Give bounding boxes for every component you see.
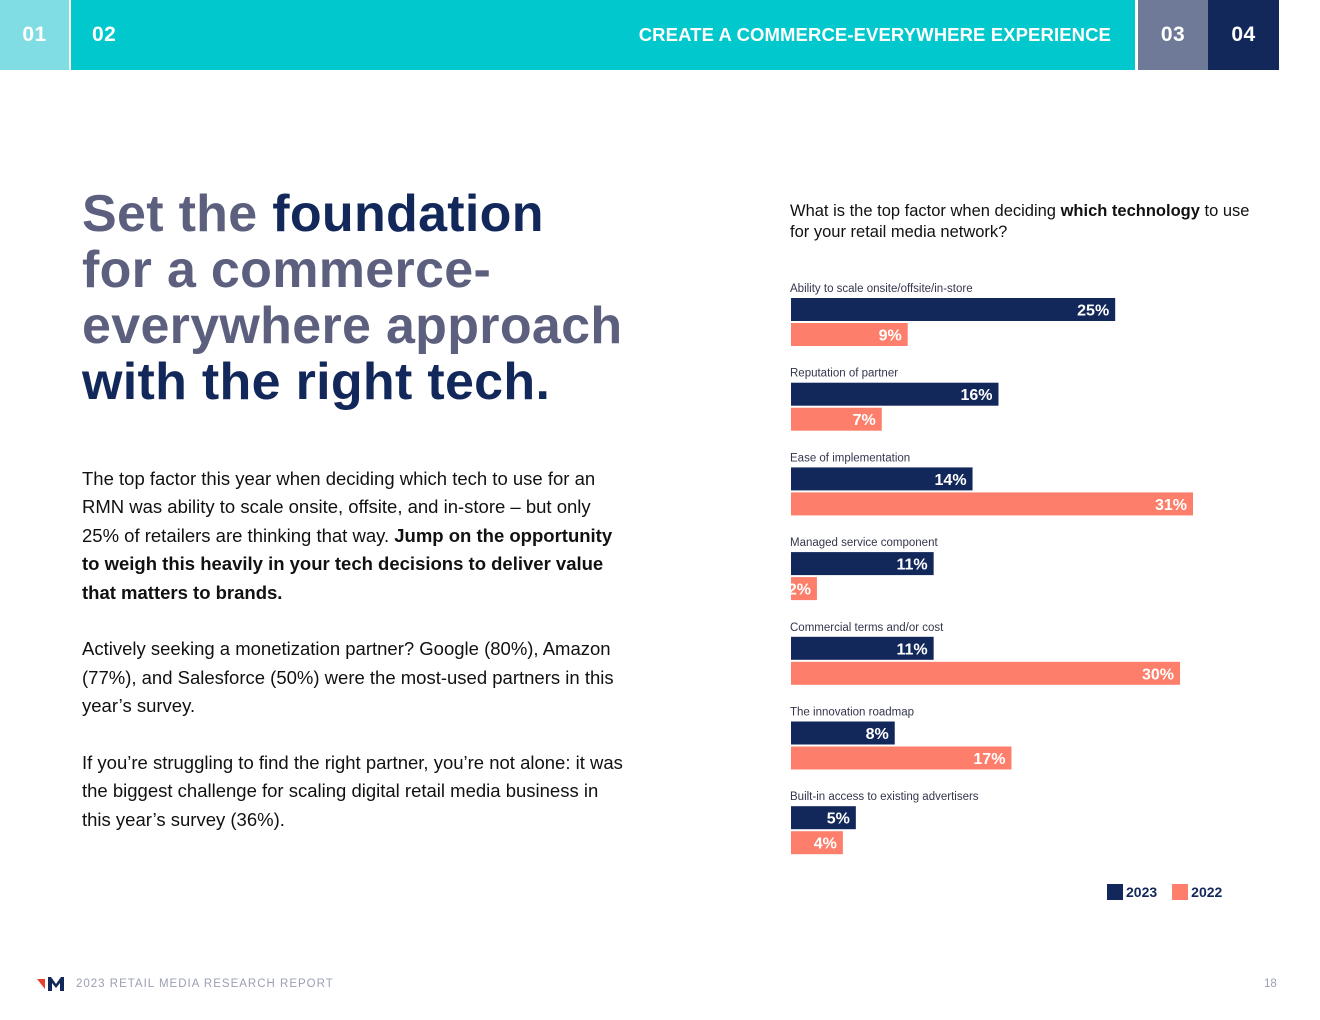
category-4-value-2022: 2%: [790, 582, 811, 599]
category-4-label: Managed service component: [790, 537, 938, 549]
category-3-bar-2023: [791, 467, 973, 491]
category-3-value-2023: 14%: [935, 472, 967, 489]
body-paragraph-2: Actively seeking a monetization partner?…: [82, 638, 614, 717]
category-2-label: Reputation of partner: [790, 368, 898, 380]
legend-label-2022: 2022: [1191, 884, 1223, 900]
body-paragraph-1-text: The top factor this year when deciding w…: [82, 468, 596, 546]
category-7-bar-2022: [791, 831, 843, 855]
category-1-bar-2023: [791, 298, 1116, 321]
tab-01[interactable]: 01: [0, 0, 69, 70]
category-2-value-2022: 7%: [853, 412, 876, 429]
section-title: CREATE A COMMERCE-EVERYWHERE EXPERIENCE: [638, 24, 1111, 45]
category-5-bar-2023: [791, 636, 934, 660]
category-5-bar-2022: [791, 661, 1181, 685]
category-7-label: Built-in access to existing advertisers: [790, 791, 979, 803]
category-1-value-2022: 9%: [879, 328, 902, 345]
footer-report-title: 2023 RETAIL MEDIA RESEARCH REPORT: [76, 978, 334, 990]
body-paragraph-1: The top factor this year when deciding w…: [82, 465, 627, 607]
category-5-label: Commercial terms and/or cost: [790, 622, 944, 634]
category-3-bar-2022: [791, 492, 1193, 516]
chart-question-part-1: What is the top factor when deciding: [790, 202, 1061, 220]
category-6-label: The innovation roadmap: [790, 707, 914, 719]
category-6-bar-2022: [791, 746, 1012, 770]
category-7-value-2023: 5%: [827, 811, 850, 828]
headline-part-1: Set the: [82, 185, 273, 243]
page-headline: Set the foundation for a commerce-everyw…: [82, 186, 702, 410]
legend-swatch-2022: [1172, 884, 1189, 900]
brand-logo-icon: [37, 977, 64, 991]
legend-swatch-2023: [1107, 884, 1123, 900]
category-4-value-2023: 11%: [897, 557, 928, 574]
category-2-bar-2022: [791, 407, 882, 431]
tab-02[interactable]: 02 CREATE A COMMERCE-EVERYWHERE EXPERIEN…: [71, 0, 1135, 70]
page-number: 18: [1264, 978, 1277, 990]
category-3-label: Ease of implementation: [790, 452, 910, 464]
legend-label-2023: 2023: [1126, 884, 1158, 900]
category-6-value-2023: 8%: [866, 726, 889, 743]
headline-part-3: for a commerce-everywhere approach: [82, 241, 623, 355]
category-1-bar-2022: [791, 323, 908, 346]
body-paragraph-1-emphasis: Jump on the opportunity to weigh this he…: [82, 524, 613, 603]
tab-04[interactable]: 04: [1208, 0, 1279, 70]
category-2-value-2023: 16%: [960, 387, 992, 404]
tab-04-label: 04: [1231, 23, 1256, 46]
tab-03[interactable]: 03: [1138, 0, 1208, 70]
category-2-bar-2023: [791, 382, 999, 406]
category-7-value-2022: 4%: [814, 836, 837, 853]
category-4-bar-2023: [791, 552, 934, 576]
category-6-bar-2023: [791, 721, 895, 745]
tab-03-label: 03: [1160, 23, 1186, 46]
category-5-value-2023: 11%: [897, 641, 928, 658]
category-6-value-2022: 17%: [973, 751, 1005, 768]
tab-02-label: 02: [92, 23, 117, 46]
category-5-value-2022: 30%: [1142, 666, 1174, 683]
body-copy: The top factor this year when deciding w…: [82, 465, 627, 863]
category-1-label: Ability to scale onsite/offsite/in-store: [790, 283, 973, 295]
chart-question-emphasis: which technology: [1060, 202, 1200, 220]
category-1-value-2023: 25%: [1077, 303, 1109, 320]
category-3-value-2022: 31%: [1155, 497, 1187, 514]
top-navigation: 01 02 CREATE A COMMERCE-EVERYWHERE EXPER…: [0, 0, 1280, 70]
bar-chart: Ability to scale onsite/offsite/in-store…: [790, 283, 1193, 855]
category-7-bar-2023: [791, 806, 856, 830]
legend-item-2023: 2023: [1107, 884, 1157, 900]
headline-part-4: with the right tech.: [82, 353, 551, 411]
chart-question-part-2: to use for your retail media network?: [790, 202, 1250, 241]
category-4-bar-2022: [791, 577, 817, 601]
legend-item-2022: 2022: [1172, 884, 1222, 900]
tab-01-label: 01: [22, 23, 47, 46]
body-paragraph-3: If you’re struggling to find the right p…: [82, 752, 623, 830]
chart-question: What is the top factor when deciding whi…: [790, 201, 1260, 243]
headline-part-2: foundation: [272, 185, 544, 243]
chart-legend: 2023 2022: [1107, 884, 1237, 900]
